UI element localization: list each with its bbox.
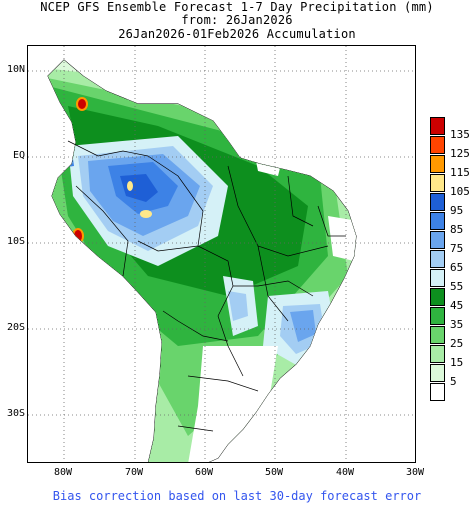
legend-label: 15 xyxy=(450,356,464,369)
map-svg xyxy=(28,46,415,462)
legend-swatch xyxy=(430,288,445,306)
lon-label-40w: 40W xyxy=(335,467,355,478)
bias-correction-note: Bias correction based on last 30-day for… xyxy=(52,489,422,503)
legend-swatch xyxy=(430,326,445,344)
lon-label-70w: 70W xyxy=(124,467,144,478)
legend-label: 85 xyxy=(450,223,464,236)
lon-label-80w: 80W xyxy=(53,467,73,478)
lat-label-10n: 10N xyxy=(6,64,25,75)
legend-swatch xyxy=(430,250,445,268)
legend-label: 55 xyxy=(450,280,464,293)
legend-swatch xyxy=(430,136,445,154)
legend-swatch xyxy=(430,212,445,230)
map-title-line3: 26Jan2026-01Feb2026 Accumulation xyxy=(118,27,356,41)
legend-label: 125 xyxy=(450,147,470,160)
precip-shading xyxy=(48,60,356,462)
legend-label: 105 xyxy=(450,185,470,198)
legend-label: 95 xyxy=(450,204,464,217)
map-title-line1: NCEP GFS Ensemble Forecast 1-7 Day Preci… xyxy=(40,0,434,14)
lat-label-30s: 30S xyxy=(6,408,25,419)
legend-label: 25 xyxy=(450,337,464,350)
legend-swatch xyxy=(430,155,445,173)
legend-label: 45 xyxy=(450,299,464,312)
legend-label: 35 xyxy=(450,318,464,331)
precipitation-map xyxy=(27,45,416,463)
lat-label-10s: 10S xyxy=(6,236,25,247)
map-title-line2: from: 26Jan2026 xyxy=(181,13,293,27)
legend-label: 75 xyxy=(450,242,464,255)
legend-swatch xyxy=(430,117,445,135)
legend-label: 135 xyxy=(450,128,470,141)
legend-label: 115 xyxy=(450,166,470,179)
legend-swatch xyxy=(430,383,445,401)
legend-label: 5 xyxy=(450,375,457,388)
lat-label-20s: 20S xyxy=(6,322,25,333)
legend-label: 65 xyxy=(450,261,464,274)
legend-swatch xyxy=(430,269,445,287)
lon-label-50w: 50W xyxy=(264,467,284,478)
legend-swatch xyxy=(430,193,445,211)
lon-label-60w: 60W xyxy=(194,467,214,478)
boundary-lines xyxy=(67,140,346,432)
legend-swatch xyxy=(430,364,445,382)
graticule xyxy=(28,46,415,462)
legend-swatch xyxy=(430,174,445,192)
legend-swatch xyxy=(430,345,445,363)
legend-swatch xyxy=(430,307,445,325)
lat-label-eq: EQ xyxy=(12,150,25,161)
legend-swatch xyxy=(430,231,445,249)
lon-label-30w: 30W xyxy=(405,467,425,478)
